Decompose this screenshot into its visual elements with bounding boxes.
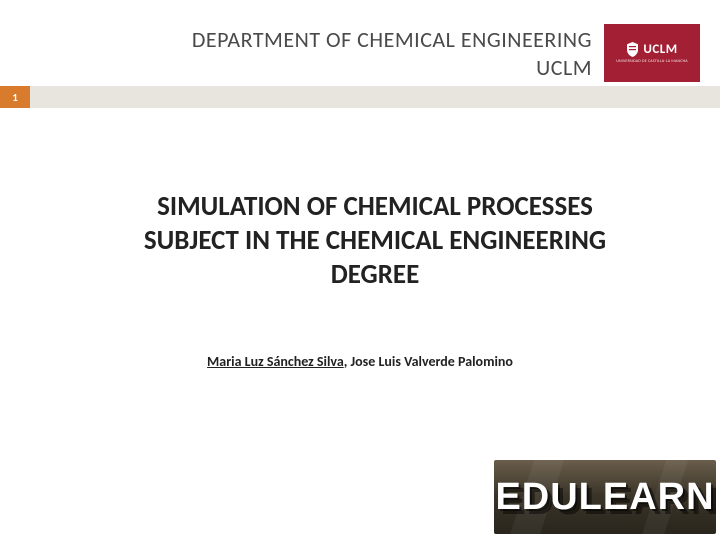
author-underlined: Maria Luz Sánchez Silva xyxy=(207,353,344,370)
title-line-2: SUBJECT IN THE CHEMICAL ENGINEERING xyxy=(144,224,606,257)
dept-line-2: UCLM xyxy=(536,54,592,81)
authors: Maria Luz Sánchez Silva, Jose Luis Valve… xyxy=(0,353,720,370)
title-line-1: SIMULATION OF CHEMICAL PROCESSES xyxy=(157,190,593,223)
logo-text: UCLM xyxy=(643,42,677,57)
logo-row: UCLM xyxy=(626,42,677,57)
edulearn-text: EDULEARN xyxy=(495,476,714,519)
uclm-logo: UCLM UNIVERSIDAD DE CASTILLA-LA MANCHA xyxy=(604,24,700,82)
stripe-row: 1 xyxy=(0,86,720,108)
header: DEPARTMENT OF CHEMICAL ENGINEERING UCLM … xyxy=(0,0,720,82)
title-line-3: DEGREE xyxy=(331,258,420,291)
author-rest: , Jose Luis Valverde Palomino xyxy=(344,353,513,370)
edulearn-logo: EDULEARN xyxy=(494,460,716,534)
logo-subtitle: UNIVERSIDAD DE CASTILLA-LA MANCHA xyxy=(616,59,688,64)
stripe-bar xyxy=(30,86,720,108)
dept-line-1: DEPARTMENT OF CHEMICAL ENGINEERING xyxy=(192,26,592,53)
shield-icon xyxy=(626,42,639,57)
department-title: DEPARTMENT OF CHEMICAL ENGINEERING UCLM xyxy=(60,24,604,81)
page-number: 1 xyxy=(0,86,30,108)
main-title: SIMULATION OF CHEMICAL PROCESSES SUBJECT… xyxy=(0,190,720,291)
